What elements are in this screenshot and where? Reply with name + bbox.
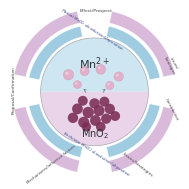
Circle shape [116, 74, 119, 76]
Circle shape [72, 103, 83, 114]
Circle shape [107, 83, 110, 85]
Circle shape [68, 113, 78, 123]
Polygon shape [14, 11, 80, 77]
Polygon shape [106, 26, 160, 80]
Circle shape [114, 72, 123, 81]
Circle shape [105, 104, 115, 114]
Text: Construction: Construction [164, 98, 179, 122]
Circle shape [94, 105, 105, 116]
Text: Exclusive MnO$_2$ dissolution/deposition: Exclusive MnO$_2$ dissolution/deposition [61, 129, 133, 179]
Polygon shape [29, 103, 83, 158]
Circle shape [65, 72, 68, 75]
Text: Proposal/Confirmation: Proposal/Confirmation [11, 66, 15, 114]
Text: Mechanisms/Influence factors: Mechanisms/Influence factors [26, 145, 77, 185]
Circle shape [78, 117, 89, 128]
Circle shape [89, 98, 100, 109]
Polygon shape [106, 103, 160, 158]
Polygon shape [14, 106, 80, 173]
Circle shape [63, 70, 74, 80]
Text: Issues/Strategies: Issues/Strategies [122, 152, 154, 178]
Text: Effect/Prospect: Effect/Prospect [80, 9, 113, 12]
Polygon shape [109, 11, 175, 77]
Circle shape [82, 69, 84, 71]
Circle shape [74, 81, 81, 89]
Circle shape [80, 67, 89, 76]
Circle shape [110, 111, 120, 121]
Circle shape [83, 107, 94, 118]
Circle shape [98, 67, 101, 69]
Circle shape [90, 115, 101, 126]
Circle shape [96, 64, 106, 74]
Polygon shape [41, 92, 148, 146]
FancyArrowPatch shape [84, 89, 86, 93]
Polygon shape [41, 38, 148, 92]
Text: Mn$^{2+}$: Mn$^{2+}$ [79, 56, 110, 72]
Circle shape [82, 122, 91, 132]
Circle shape [96, 122, 106, 132]
Circle shape [75, 82, 77, 84]
Circle shape [99, 97, 109, 107]
FancyArrowPatch shape [103, 89, 105, 93]
Circle shape [106, 81, 114, 90]
Polygon shape [29, 26, 83, 80]
Circle shape [78, 96, 88, 106]
Polygon shape [109, 106, 175, 173]
Text: MnO$_2$: MnO$_2$ [81, 127, 108, 141]
Circle shape [101, 114, 111, 124]
Text: Partial MnO$_2$ dissolution/deposition: Partial MnO$_2$ dissolution/deposition [59, 6, 125, 53]
Text: Issues/
Strategies: Issues/ Strategies [163, 54, 180, 76]
